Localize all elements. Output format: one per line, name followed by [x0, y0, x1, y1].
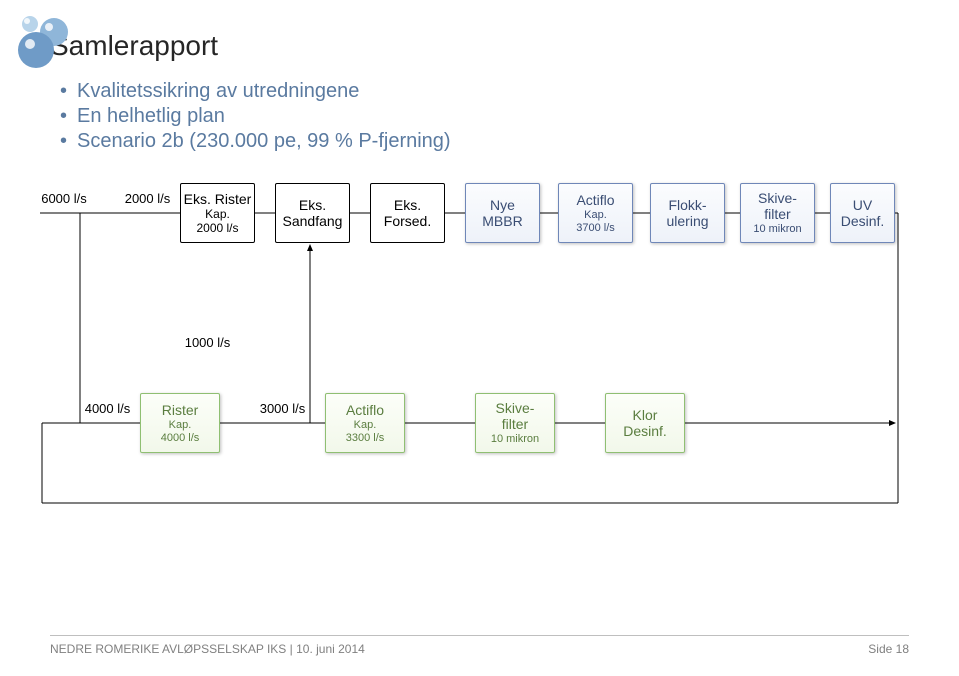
- bullet-list: Kvalitetssikring av utredningene En helh…: [60, 80, 909, 153]
- box-klor: Klor Desinf.: [605, 393, 685, 453]
- box-actiflo-bot: Actiflo Kap. 3300 l/s: [325, 393, 405, 453]
- flow-label-4000: 4000 l/s: [80, 401, 135, 416]
- slide-title: Samlerapport: [50, 30, 909, 62]
- box-uv: UV Desinf.: [830, 183, 895, 243]
- flow-label-6000: 6000 l/s: [40, 191, 88, 206]
- flow-label-2000: 2000 l/s: [120, 191, 175, 206]
- bullet-item: Kvalitetssikring av utredningene: [60, 80, 909, 103]
- footer-left: NEDRE ROMERIKE AVLØPSSELSKAP IKS | 10. j…: [50, 642, 365, 656]
- bullet-item: En helhetlig plan: [60, 105, 909, 128]
- process-diagram: 6000 l/s 2000 l/s Eks. Rister Kap. 2000 …: [40, 183, 900, 513]
- box-rister-bot: Rister Kap. 4000 l/s: [140, 393, 220, 453]
- bullet-item: Scenario 2b (230.000 pe, 99 % P-fjerning…: [60, 130, 909, 153]
- flow-label-1000: 1000 l/s: [180, 335, 235, 350]
- flow-label-3000: 3000 l/s: [255, 401, 310, 416]
- slide: Samlerapport Kvalitetssikring av utredni…: [0, 0, 959, 676]
- box-sandfang: Eks. Sandfang: [275, 183, 350, 243]
- box-mbbr: Nye MBBR: [465, 183, 540, 243]
- box-skive-top: Skive- filter 10 mikron: [740, 183, 815, 243]
- box-flokkulering: Flokk- ulering: [650, 183, 725, 243]
- logo-bubbles: [10, 10, 82, 68]
- footer-right: Side 18: [868, 642, 909, 656]
- box-forsed: Eks. Forsed.: [370, 183, 445, 243]
- slide-footer: NEDRE ROMERIKE AVLØPSSELSKAP IKS | 10. j…: [50, 635, 909, 656]
- box-skive-bot: Skive- filter 10 mikron: [475, 393, 555, 453]
- box-rister-top: Eks. Rister Kap. 2000 l/s: [180, 183, 255, 243]
- box-actiflo-top: Actiflo Kap. 3700 l/s: [558, 183, 633, 243]
